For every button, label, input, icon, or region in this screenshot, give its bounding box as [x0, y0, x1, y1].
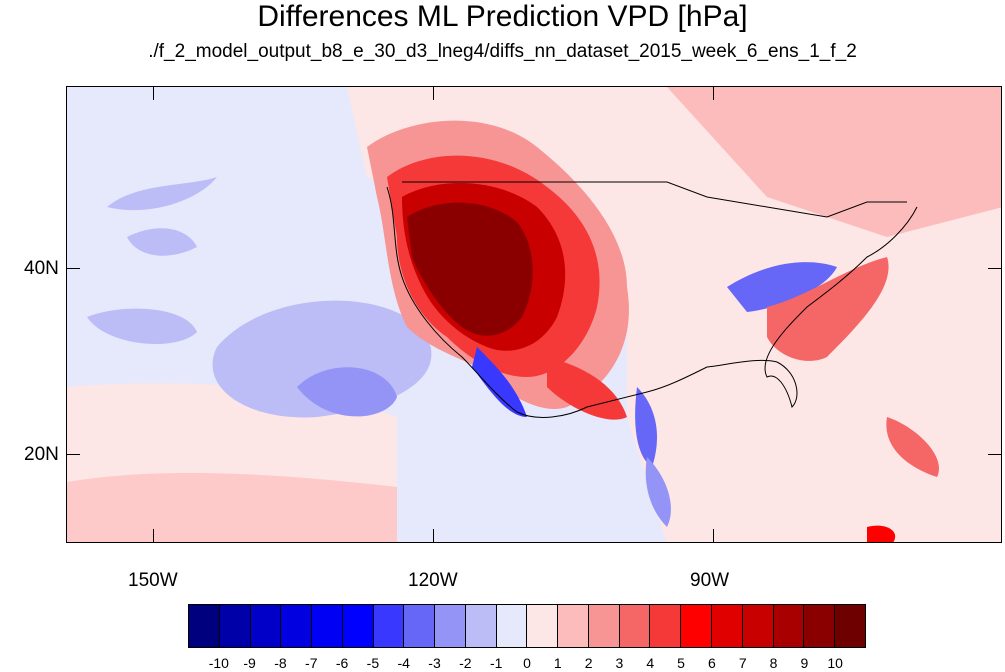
colorbar-tick-label: 3 [615, 655, 624, 671]
chart-subtitle: ./f_2_model_output_b8_e_30_d3_lneg4/diff… [148, 41, 857, 62]
field-blue-pacific-core [297, 367, 397, 417]
field-red-south-east [867, 525, 896, 542]
colorbar-cell [312, 605, 343, 647]
colorbar-cell [496, 605, 528, 647]
colorbar-tick-label: -9 [243, 655, 256, 671]
colorbar-tick-label: -3 [428, 655, 441, 671]
colorbar-tick-label: 10 [827, 655, 843, 671]
colorbar-tick-label: 8 [769, 655, 778, 671]
colorbar-tick-label: 1 [553, 655, 562, 671]
tick-lat-20n-right [988, 454, 1002, 455]
field-blue-gulf [635, 387, 657, 467]
field-pink-band-south [67, 472, 397, 542]
colorbar-cell [404, 605, 436, 647]
colorbar-tick-label: 0 [523, 655, 531, 671]
colorbar-cell [804, 605, 836, 647]
lon-label-90w: 90W [690, 570, 730, 591]
colorbar-tick-label: 9 [800, 655, 809, 671]
colorbar-tick-label: -1 [489, 655, 503, 671]
colorbar-tick-label: -10 [208, 655, 229, 671]
field-red-mexico [547, 357, 627, 420]
tick-lat-20n-left [66, 454, 80, 455]
field-blue-west [87, 308, 197, 344]
tick-lon-120w [433, 529, 434, 543]
field-blue-ohio [727, 262, 837, 312]
colorbar-cell [465, 605, 497, 647]
colorbar-tick-label: -4 [397, 655, 410, 671]
field-blue-baja [472, 347, 527, 417]
colorbar-tick-label: 5 [677, 655, 685, 671]
colorbar-tick-label: 7 [738, 655, 747, 671]
colorbar-cell [281, 605, 313, 647]
lon-label-150w: 150W [128, 570, 178, 591]
field-red-east [767, 257, 889, 361]
field-blue-north-pac [107, 177, 217, 211]
map-field [67, 87, 1001, 542]
colorbar-tick-label: 6 [708, 655, 716, 671]
colorbar-cell [681, 605, 713, 647]
field-coastline [386, 186, 918, 418]
colorbar-cell [342, 605, 374, 647]
lat-label-20n: 20N [24, 444, 59, 465]
tick-lon-90w-top [713, 86, 714, 100]
tick-lon-150w-top [153, 86, 154, 100]
tick-lon-150w [153, 529, 154, 543]
colorbar-cell [588, 605, 620, 647]
colorbar-cell [250, 605, 282, 647]
colorbar-cell [650, 605, 682, 647]
colorbar-tick-label: -2 [459, 655, 472, 671]
field-red-ne [667, 87, 1001, 237]
colorbar-cell [712, 605, 743, 647]
map-plot [66, 86, 1002, 543]
colorbar-cell [742, 605, 774, 647]
tick-lon-90w [713, 529, 714, 543]
field-blue-gulf-south [645, 457, 671, 527]
tick-lat-40n-right [988, 268, 1002, 269]
field-blue-mid-pac [127, 228, 197, 256]
tick-lon-120w-top [433, 86, 434, 100]
colorbar-tick-label: 2 [584, 655, 593, 671]
colorbar-tick-label: -5 [366, 655, 380, 671]
colorbar-tick-label: -8 [274, 655, 287, 671]
colorbar-cell [773, 605, 805, 647]
field-border-north [402, 181, 907, 218]
lat-label-40n: 40N [24, 258, 59, 279]
colorbar-cell [835, 605, 865, 647]
colorbar-cell [619, 605, 651, 647]
tick-lat-40n-left [66, 268, 80, 269]
colorbar-cell [189, 605, 220, 647]
chart-title: Differences ML Prediction VPD [hPa] [257, 0, 748, 33]
colorbar-cell [435, 605, 466, 647]
colorbar-cell [219, 605, 251, 647]
colorbar-cell [527, 605, 559, 647]
colorbar-tick-label: -6 [335, 655, 349, 671]
lon-label-120w: 120W [408, 570, 458, 591]
colorbar-cell [558, 605, 589, 647]
field-red-caribbean [886, 417, 939, 477]
field-red-west-core [407, 202, 533, 336]
colorbar-tick-label: -7 [305, 655, 318, 671]
colorbar [188, 604, 866, 648]
colorbar-cell [373, 605, 405, 647]
colorbar-tick-label: 4 [646, 655, 655, 671]
